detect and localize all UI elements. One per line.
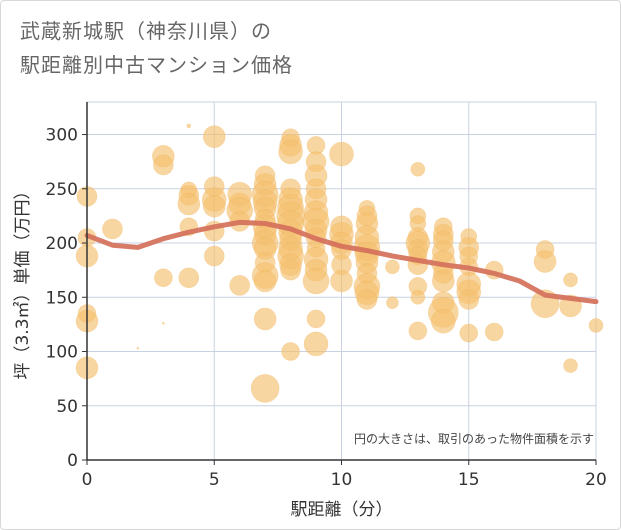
bubble-point: [154, 268, 173, 288]
bubble-point: [186, 123, 192, 129]
bubble-point: [178, 267, 200, 289]
y-tick-label: 300: [46, 126, 78, 146]
bubble-point: [253, 269, 277, 293]
x-tick-label: 20: [585, 470, 607, 490]
bubble-point: [202, 125, 226, 149]
bubble-point: [431, 269, 455, 293]
bubble-point: [386, 296, 399, 309]
bubble-point: [253, 307, 277, 331]
x-axis-label: 駅距離（分）: [291, 500, 393, 520]
y-tick-label: 50: [56, 397, 78, 417]
y-tick-label: 100: [46, 343, 78, 363]
bubble-point: [278, 139, 303, 165]
bubble-point: [588, 318, 604, 333]
bubble-point: [330, 269, 353, 293]
axis-labels: 駅距離（分） 坪（3.3㎡）単価（万円） 円の大きさは、取引のあった物件面積を示…: [13, 182, 594, 520]
bubble-point: [458, 289, 480, 310]
bubble-point: [229, 275, 250, 296]
bubble-point: [484, 322, 504, 342]
y-tick-label: 200: [46, 234, 78, 254]
bubble-size-note: 円の大きさは、取引のあった物件面積を示す: [354, 431, 594, 446]
chart-title: 武蔵新城駅（神奈川県）の 駅距離別中古マンション価格: [20, 14, 293, 82]
x-tick-label: 15: [458, 470, 480, 490]
bubble-point: [385, 259, 400, 275]
bubble-point: [202, 194, 226, 218]
bubble-point: [203, 245, 225, 267]
bubble-point: [281, 342, 300, 361]
bubble-point: [356, 289, 378, 310]
trend-line-series: [84, 219, 599, 305]
bubble-point: [306, 309, 326, 329]
bubble-point: [533, 250, 557, 273]
bubble-point: [102, 218, 123, 240]
bubble-point: [302, 267, 330, 295]
chart-title-line1: 武蔵新城駅（神奈川県）の: [20, 19, 272, 43]
bubble-series: [75, 123, 604, 403]
y-tick-label: 150: [46, 288, 78, 308]
trend-line: [84, 219, 599, 305]
axes: 0 50 100 150 200 250 300 0 5 10 15 20: [46, 102, 607, 490]
y-tick-label: 250: [46, 180, 78, 200]
bubble-point: [563, 272, 578, 288]
bubble-point: [410, 289, 426, 305]
bubble-point: [136, 346, 140, 350]
y-axis-label: 坪（3.3㎡）単価（万円）: [13, 182, 33, 379]
x-tick-label: 5: [209, 470, 220, 490]
x-tick-label: 10: [331, 470, 353, 490]
bubble-point: [408, 321, 428, 341]
bubble-point: [153, 154, 174, 176]
bubble-point: [303, 331, 329, 357]
bubble-point: [280, 259, 301, 281]
y-tick-label: 0: [67, 451, 78, 471]
bubble-point: [162, 322, 165, 325]
x-tick-label: 0: [82, 470, 93, 490]
bubble-point: [410, 161, 426, 177]
chart-title-line2: 駅距離別中古マンション価格: [20, 53, 293, 77]
bubble-point: [329, 141, 354, 167]
bubble-point: [563, 358, 578, 373]
bubble-point: [177, 192, 201, 216]
bubble-point: [459, 323, 479, 343]
bubble-point: [430, 308, 456, 334]
bubble-point: [250, 374, 280, 403]
